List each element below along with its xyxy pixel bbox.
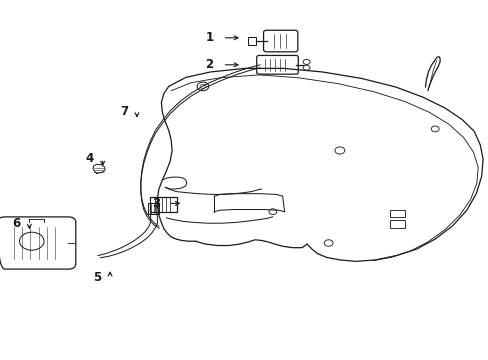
Text: 5: 5 <box>93 271 101 284</box>
Bar <box>389 210 404 217</box>
Bar <box>389 220 404 228</box>
Text: 6: 6 <box>12 217 20 230</box>
Text: 3: 3 <box>151 197 160 210</box>
Text: 2: 2 <box>205 58 213 71</box>
Text: 7: 7 <box>120 105 128 118</box>
Bar <box>147 203 159 214</box>
Bar <box>247 37 255 45</box>
Text: 4: 4 <box>85 152 94 165</box>
Text: 1: 1 <box>205 31 213 44</box>
